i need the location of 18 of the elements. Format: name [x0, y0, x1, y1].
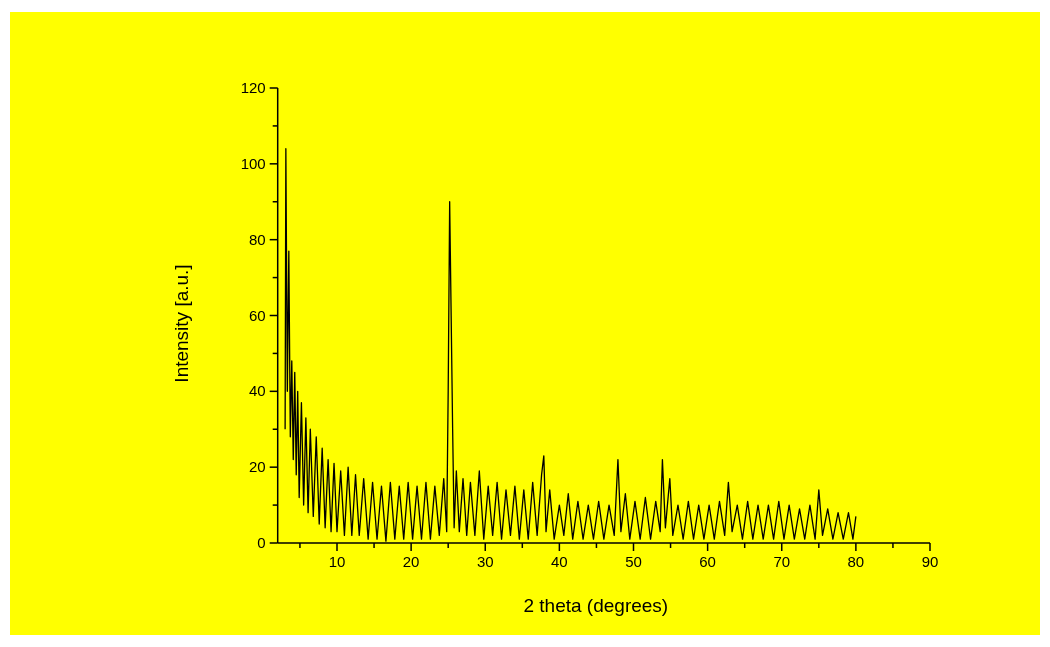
x-axis-title: 2 theta (degrees): [523, 595, 669, 616]
y-tick-label: 80: [249, 230, 266, 248]
y-tick-label: 20: [249, 458, 266, 476]
y-tick-label: 40: [249, 382, 266, 400]
x-tick-label: 10: [328, 553, 346, 570]
y-tick-label: 60: [249, 306, 266, 324]
x-tick-label: 30: [476, 553, 494, 570]
y-tick-label: 0: [257, 534, 266, 551]
x-tick-label: 40: [551, 553, 568, 570]
y-tick-label: 120: [240, 79, 266, 96]
x-tick-label: 80: [847, 553, 865, 570]
x-tick-label: 70: [773, 553, 791, 570]
x-tick-label: 60: [699, 553, 716, 570]
y-axis-title: Intensity [a.u.]: [171, 264, 192, 383]
y-tick-label: 100: [240, 154, 266, 172]
x-tick-label: 20: [402, 553, 420, 570]
x-tick-label: 90: [921, 553, 939, 570]
x-tick-label: 50: [625, 553, 642, 570]
